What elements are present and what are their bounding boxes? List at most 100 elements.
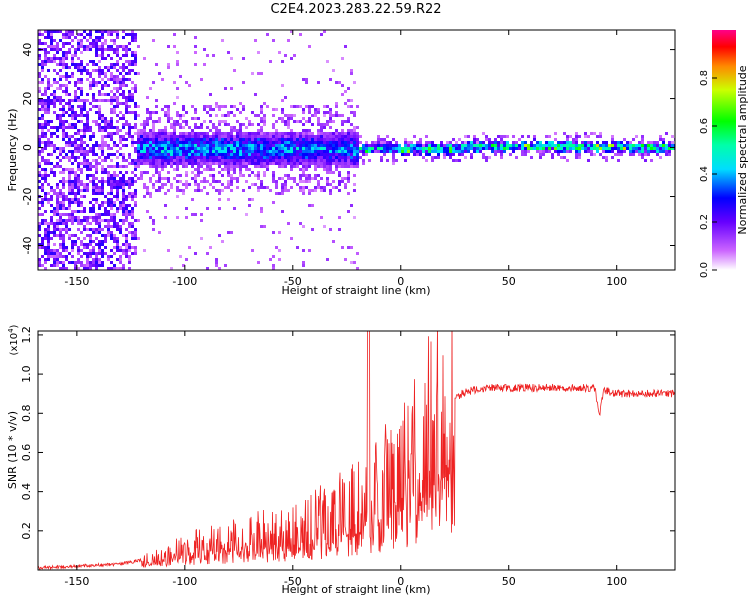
snr-y-tick-label: 0.2 <box>20 522 33 540</box>
spectrogram-cell <box>122 75 125 78</box>
spectrogram-cell <box>50 168 53 171</box>
spectrogram-cell <box>167 63 170 66</box>
spectrogram-cell <box>86 216 89 219</box>
spectrogram-cell <box>149 129 152 132</box>
spectrogram-cell <box>98 117 101 120</box>
spectrogram-cell <box>263 147 266 150</box>
spectrogram-cell <box>284 96 287 99</box>
spectrogram-cell <box>467 150 470 153</box>
spectrogram-cell <box>233 114 236 117</box>
spectrogram-cell <box>167 159 170 162</box>
spectrogram-cell <box>353 126 356 129</box>
spectrogram-cell <box>230 144 233 147</box>
spectrogram-cell <box>59 60 62 63</box>
spectrogram-cell <box>620 147 623 150</box>
spectrogram-cell <box>62 183 65 186</box>
spectrogram-cell <box>317 120 320 123</box>
spectrogram-cell <box>533 144 536 147</box>
spectrogram-cell <box>194 132 197 135</box>
spectrogram-cell <box>344 141 347 144</box>
spectrogram-cell <box>77 78 80 81</box>
spectrogram-cell <box>179 150 182 153</box>
spectrogram-cell <box>59 108 62 111</box>
spectrogram-cell <box>77 252 80 255</box>
spectrogram-cell <box>74 138 77 141</box>
spectrogram-cell <box>107 174 110 177</box>
spectrogram-cell <box>551 141 554 144</box>
spectrogram-cell <box>131 225 134 228</box>
spectrogram-cell <box>137 159 140 162</box>
spectrogram-cell <box>494 150 497 153</box>
spectrogram-cell <box>65 87 68 90</box>
spectrogram-cell <box>170 132 173 135</box>
spectrogram-cell <box>101 141 104 144</box>
spectrogram-cell <box>41 237 44 240</box>
spectrogram-cell <box>350 135 353 138</box>
spectrogram-cell <box>299 141 302 144</box>
spectrogram-cell <box>131 198 134 201</box>
spectrogram-cell <box>146 96 149 99</box>
spectrogram-cell <box>275 141 278 144</box>
spectrogram-cell <box>248 204 251 207</box>
spectrogram-cell <box>101 252 104 255</box>
spectrogram-cell <box>170 162 173 165</box>
spectrogram-cell <box>431 156 434 159</box>
spectrogram-cell <box>92 69 95 72</box>
spectrogram-cell <box>98 258 101 261</box>
spectrogram-cell <box>80 147 83 150</box>
spectrogram-cell <box>116 225 119 228</box>
spectrogram-cell <box>482 144 485 147</box>
spectrogram-cell <box>269 138 272 141</box>
spectrogram-cell <box>71 186 74 189</box>
spectrogram-cell <box>149 216 152 219</box>
spectrogram-cell <box>209 114 212 117</box>
spectrogram-cell <box>98 36 101 39</box>
spectrogram-cell <box>554 144 557 147</box>
spectrogram-cell <box>77 267 80 270</box>
spectrogram-cell <box>50 216 53 219</box>
spectrogram-cell <box>71 108 74 111</box>
spectrogram-cell <box>155 147 158 150</box>
spectrogram-cell <box>227 198 230 201</box>
spectrogram-cell <box>311 156 314 159</box>
spectrogram-cell <box>104 30 107 33</box>
spectrogram-cell <box>569 150 572 153</box>
spectrogram-cell <box>74 114 77 117</box>
spectrogram-cell <box>131 111 134 114</box>
spectrogram-cell <box>44 237 47 240</box>
spectrogram-cell <box>221 114 224 117</box>
spectrogram-cell <box>221 144 224 147</box>
spectrogram-cell <box>62 195 65 198</box>
spectrogram-cell <box>314 177 317 180</box>
spectrogram-cell <box>83 243 86 246</box>
spectrogram-cell <box>113 99 116 102</box>
spectrogram-cell <box>62 75 65 78</box>
spectrogram-cell <box>125 183 128 186</box>
spectrogram-cell <box>107 228 110 231</box>
spectrogram-cell <box>578 144 581 147</box>
spectrogram-cell <box>344 135 347 138</box>
spectrogram-cell <box>47 108 50 111</box>
spectrogram-cell <box>458 153 461 156</box>
spectrogram-cell <box>296 141 299 144</box>
spectrogram-cell <box>575 147 578 150</box>
spectrogram-cell <box>101 72 104 75</box>
spectrogram-cell <box>68 81 71 84</box>
spectrogram-cell <box>359 141 362 144</box>
spectrogram-cell <box>335 129 338 132</box>
spectrogram-cell <box>248 162 251 165</box>
spectrogram-cell <box>347 135 350 138</box>
spectrogram-cell <box>662 141 665 144</box>
spectrogram-cell <box>62 180 65 183</box>
spectrogram-cell <box>350 138 353 141</box>
spectrogram-cell <box>95 153 98 156</box>
spectrogram-cell <box>608 144 611 147</box>
spectrogram-cell <box>506 144 509 147</box>
spectrogram-cell <box>302 156 305 159</box>
spectrogram-cell <box>350 123 353 126</box>
spectrogram-cell <box>194 36 197 39</box>
spectrogram-cell <box>200 135 203 138</box>
spectrogram-cell <box>611 147 614 150</box>
spectrogram-cell <box>104 84 107 87</box>
spectrogram-cell <box>602 147 605 150</box>
